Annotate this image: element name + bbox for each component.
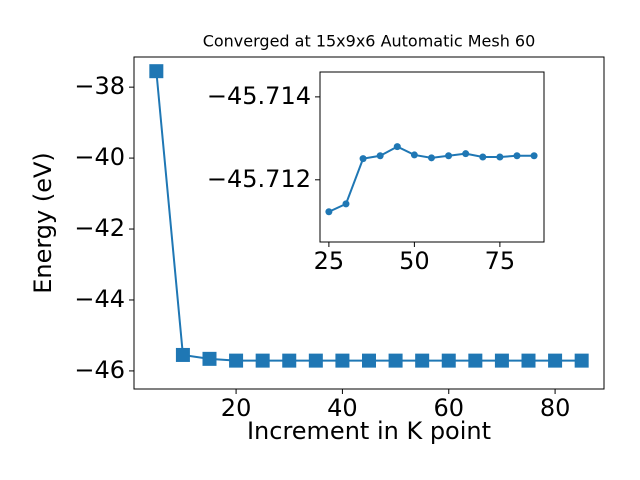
data-point	[574, 353, 589, 368]
y-tick-label: −46	[74, 356, 125, 384]
data-point	[342, 200, 350, 208]
data-point	[359, 155, 367, 163]
data-point	[376, 152, 384, 160]
data-point	[202, 351, 217, 366]
data-point	[282, 353, 297, 368]
data-point	[462, 150, 470, 158]
data-point	[521, 353, 536, 368]
y-tick-label: −40	[74, 143, 125, 171]
data-point	[513, 152, 521, 160]
y-tick-label: −45.714	[207, 82, 311, 110]
data-point	[496, 153, 504, 161]
data-point	[362, 353, 376, 368]
data-point	[441, 353, 456, 368]
data-point	[255, 353, 270, 368]
data-point	[494, 353, 509, 368]
data-point	[308, 353, 323, 368]
data-point	[548, 353, 563, 368]
x-tick-label: 80	[540, 394, 571, 422]
y-tick-label: −45.712	[207, 165, 311, 193]
x-tick-label: 20	[221, 394, 252, 422]
data-point	[229, 353, 244, 368]
x-tick-label: 60	[433, 394, 464, 422]
data-point	[530, 152, 538, 160]
y-tick-label: −38	[74, 72, 125, 100]
x-tick-label: 40	[327, 394, 358, 422]
data-point	[388, 353, 403, 368]
x-axis-label: Increment in K point	[247, 417, 491, 445]
data-point	[427, 154, 435, 162]
data-point	[335, 353, 350, 368]
y-tick-label: −42	[74, 214, 125, 242]
chart-title: Converged at 15x9x6 Automatic Mesh 60	[203, 32, 536, 51]
data-point	[149, 64, 164, 79]
data-point	[468, 353, 483, 368]
data-point	[175, 347, 190, 362]
data-point	[393, 143, 401, 151]
data-point	[445, 152, 453, 160]
data-point	[415, 353, 430, 368]
x-tick-label: 25	[314, 247, 345, 275]
x-tick-label: 50	[399, 247, 430, 275]
data-point	[479, 153, 487, 161]
data-point	[325, 208, 333, 216]
y-tick-label: −44	[74, 285, 125, 313]
x-tick-label: 75	[485, 247, 516, 275]
y-axis-label: Energy (eV)	[29, 152, 57, 294]
data-point	[410, 151, 418, 159]
